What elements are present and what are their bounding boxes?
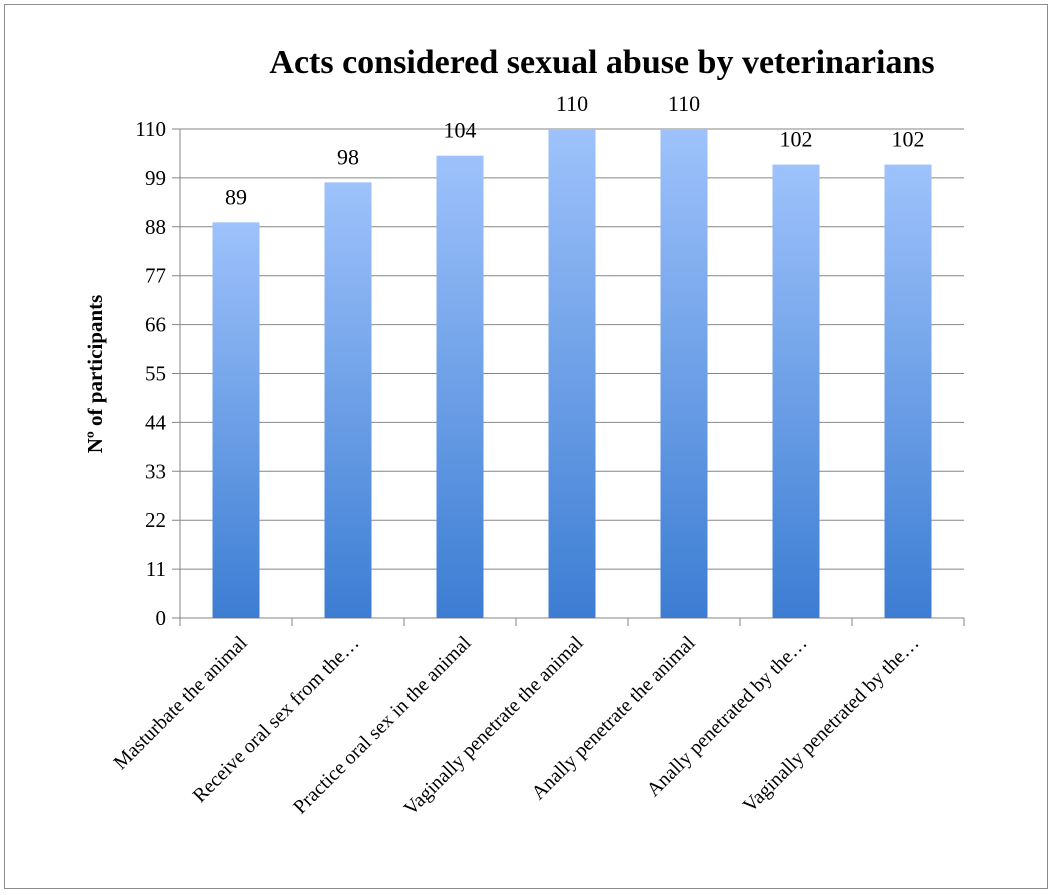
bar: [884, 164, 932, 618]
x-category-label: Practice oral sex in the animal: [289, 632, 476, 819]
data-label: 98: [337, 144, 359, 169]
data-label: 110: [556, 91, 588, 116]
y-tick-label: 66: [145, 313, 166, 337]
y-axis-label: Nº of participants: [83, 295, 107, 454]
bar: [660, 129, 708, 618]
x-category-label: Vaginally penetrated by the…: [739, 632, 924, 817]
y-tick-label: 110: [135, 117, 166, 141]
chart-frame: [4, 4, 1048, 889]
y-tick-label: 77: [145, 264, 166, 288]
chart-title: Acts considered sexual abuse by veterina…: [269, 44, 934, 81]
y-tick-label: 55: [145, 362, 166, 386]
bar: [324, 182, 372, 618]
bar: [436, 155, 484, 618]
y-tick-label: 99: [145, 166, 166, 190]
y-tick-label: 11: [146, 557, 166, 581]
bar: [772, 164, 820, 618]
data-label: 102: [892, 127, 925, 152]
x-category-label: Vaginally penetrate the animal: [400, 632, 588, 820]
data-label: 102: [780, 127, 813, 152]
bar: [548, 129, 596, 618]
data-label: 89: [225, 184, 247, 209]
data-label: 110: [668, 91, 700, 116]
y-tick-label: 0: [156, 606, 167, 630]
data-label: 104: [444, 118, 477, 143]
y-tick-label: 88: [145, 215, 166, 239]
y-tick-label: 44: [145, 410, 167, 434]
y-tick-label: 33: [145, 459, 166, 483]
bar: [212, 222, 260, 618]
y-tick-label: 22: [145, 508, 166, 532]
